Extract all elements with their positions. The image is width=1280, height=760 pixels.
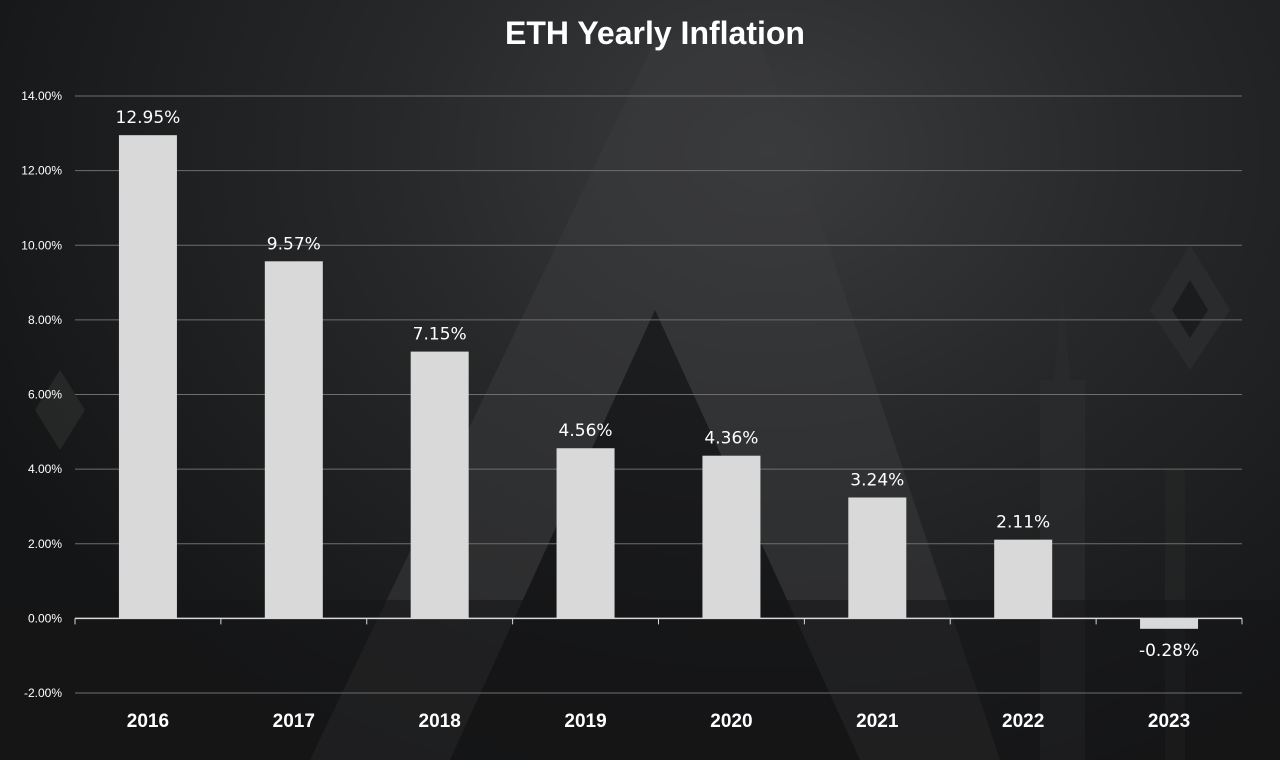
- x-axis: [74, 617, 1243, 625]
- bar: [264, 261, 323, 619]
- x-tick-label: 2023: [1148, 711, 1190, 732]
- y-tick-label: 10.00%: [21, 238, 62, 252]
- data-label: 9.57%: [267, 234, 321, 254]
- x-tick-label: 2020: [710, 711, 752, 732]
- bar: [994, 539, 1053, 619]
- y-tick-label: 6.00%: [28, 388, 62, 402]
- x-tick-label: 2016: [127, 711, 169, 732]
- gridlines: [75, 95, 1242, 694]
- y-tick-label: 12.00%: [21, 164, 62, 178]
- data-label: -0.28%: [1139, 641, 1199, 661]
- data-labels: 12.95% 9.57% 7.15% 4.56% 4.36% 3.24% 2.11% -0.2…: [116, 108, 1200, 661]
- data-label: 3.24%: [850, 470, 904, 490]
- data-label: 4.56%: [559, 421, 613, 441]
- x-axis-ticks: 2016 2017 2018 2019 2020 2021 2022 2023: [127, 711, 1190, 732]
- x-tick-label: 2018: [419, 711, 461, 732]
- data-label: 7.15%: [413, 325, 467, 345]
- y-tick-label: 4.00%: [28, 462, 62, 476]
- y-tick-label: 2.00%: [28, 537, 62, 551]
- bar: [556, 448, 615, 619]
- bar: [410, 351, 469, 619]
- bar: [702, 455, 761, 619]
- chart-title: ETH Yearly Inflation: [505, 15, 805, 51]
- y-tick-label: 8.00%: [28, 313, 62, 327]
- data-label: 2.11%: [996, 513, 1050, 533]
- x-tick-label: 2017: [273, 711, 315, 732]
- y-tick-label: 0.00%: [28, 611, 62, 625]
- y-tick-label: 14.00%: [21, 89, 62, 103]
- data-label: 12.95%: [116, 108, 181, 128]
- y-axis-ticks: 14.00% 12.00% 10.00% 8.00% 6.00% 4.00% 2.00% 0.…: [21, 89, 62, 700]
- data-label: 4.36%: [704, 429, 758, 449]
- bar: [118, 135, 177, 619]
- bars: [118, 135, 1199, 629]
- x-tick-label: 2022: [1002, 711, 1044, 732]
- x-tick-label: 2019: [564, 711, 606, 732]
- bar: [1140, 618, 1199, 629]
- x-tick-label: 2021: [856, 711, 899, 732]
- bar: [848, 497, 907, 619]
- y-tick-label: -2.00%: [24, 686, 62, 700]
